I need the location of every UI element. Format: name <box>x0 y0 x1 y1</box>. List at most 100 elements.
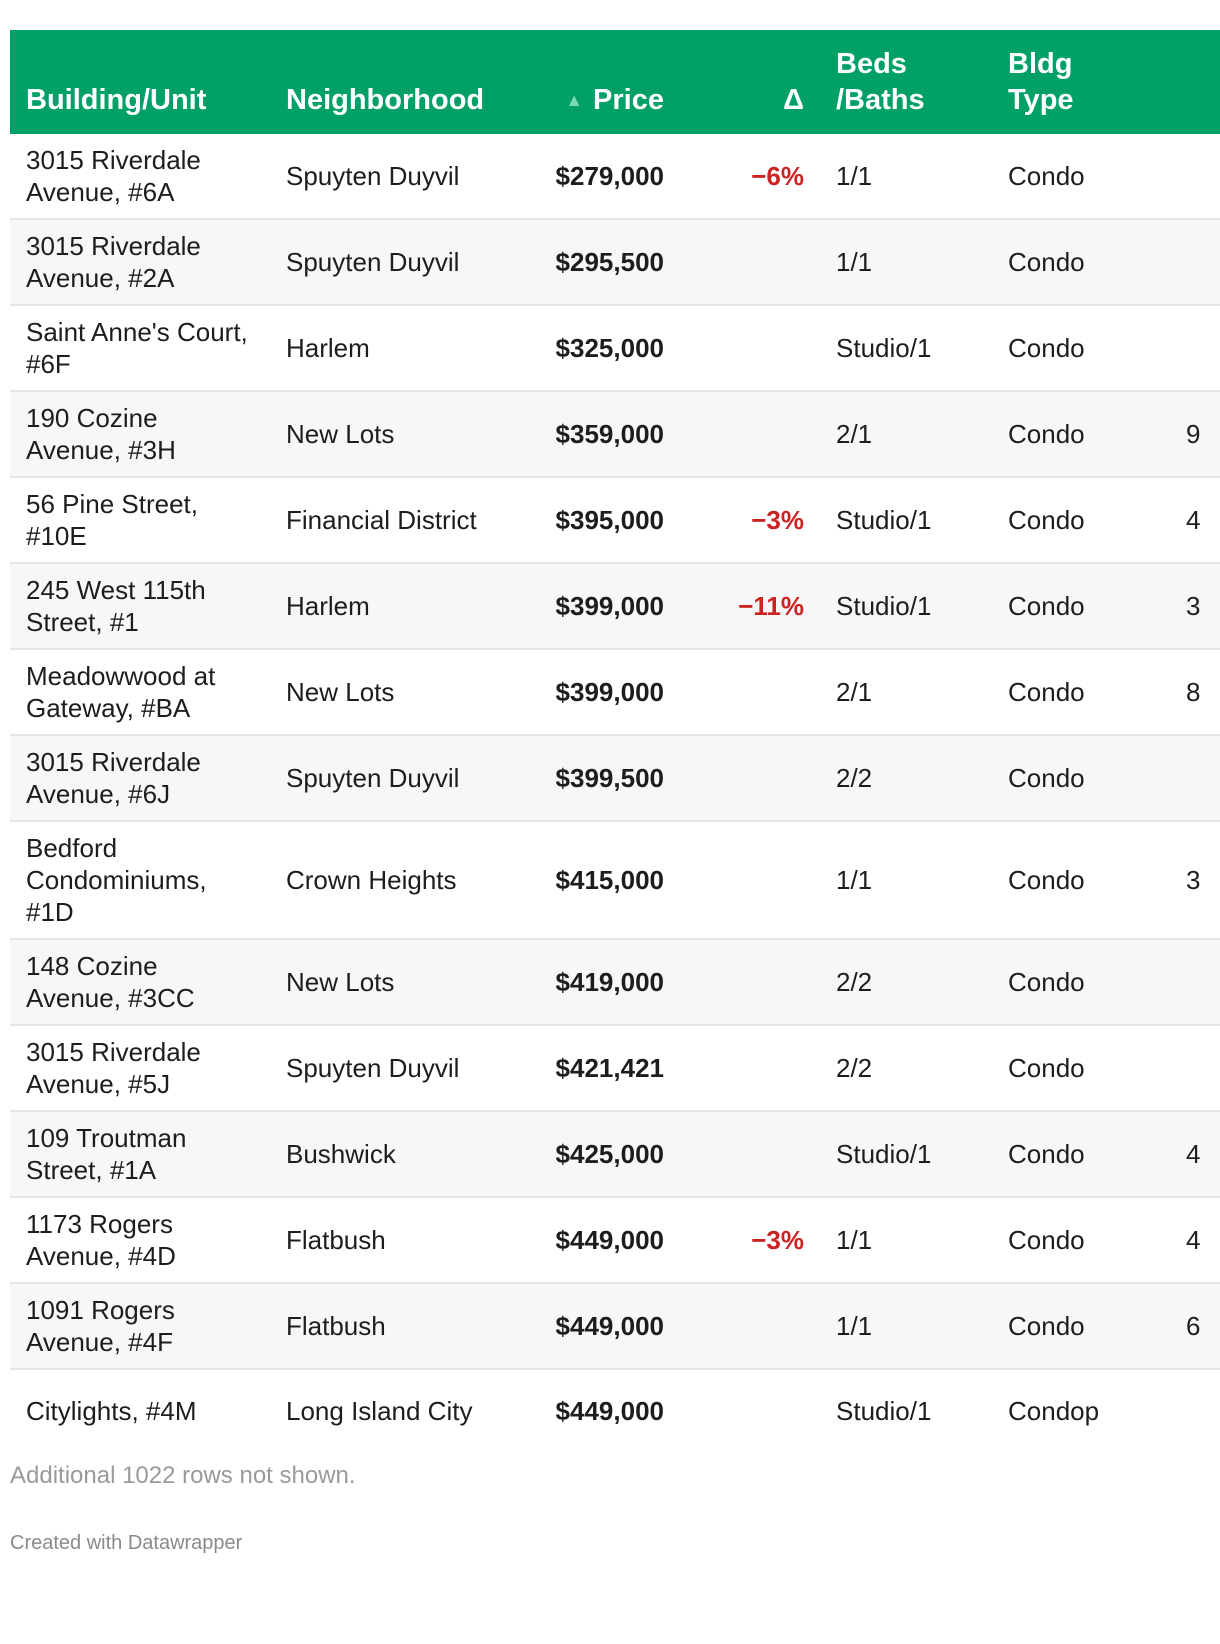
cell-neighborhood: Flatbush <box>286 1311 386 1341</box>
cell-neighborhood: Crown Heights <box>286 865 457 895</box>
table-row: 3015 Riverdale Avenue, #2A Spuyten Duyvil… <box>10 219 1220 305</box>
cell-extra <box>1180 735 1220 821</box>
table-row: 1091 Rogers Avenue, #4F Flatbush $449,000 1… <box>10 1283 1220 1369</box>
cell-building: 3015 Riverdale Avenue, #5J <box>26 1037 201 1099</box>
cell-extra: 3 <box>1186 591 1201 621</box>
table-row: 3015 Riverdale Avenue, #5J Spuyten Duyvil… <box>10 1025 1220 1111</box>
cell-building: 56 Pine Street, #10E <box>26 489 198 551</box>
cell-beds-baths: 1/1 <box>836 161 873 191</box>
cell-building: 1173 Rogers Avenue, #4D <box>26 1209 176 1271</box>
cell-delta <box>680 649 820 735</box>
table-row: 3015 Riverdale Avenue, #6A Spuyten Duyvil… <box>10 134 1220 219</box>
cell-extra: 4 <box>1186 505 1201 535</box>
cell-price: $449,000 <box>555 1225 664 1255</box>
cell-neighborhood: Harlem <box>286 591 370 621</box>
cell-extra: 4 <box>1186 1139 1201 1169</box>
cell-beds-baths: 1/1 <box>836 1311 873 1341</box>
cell-building: 245 West 115th Street, #1 <box>26 575 206 637</box>
cell-bldg-type: Condop <box>1008 1396 1100 1426</box>
cell-neighborhood: New Lots <box>286 967 395 997</box>
cell-beds-baths: Studio/1 <box>836 1139 932 1169</box>
cell-neighborhood: Financial District <box>286 505 477 535</box>
header-building[interactable]: Building/Unit <box>26 84 207 116</box>
cell-building: 148 Cozine Avenue, #3CC <box>26 951 195 1013</box>
header-neighborhood[interactable]: Neighborhood <box>286 84 485 116</box>
cell-building: Bedford Condominiums, #1D <box>26 833 207 927</box>
cell-delta <box>680 219 820 305</box>
table-row: 190 Cozine Avenue, #3H New Lots $359,000 2/… <box>10 391 1220 477</box>
credit-link[interactable]: Created with Datawrapper <box>10 1532 243 1554</box>
cell-bldg-type: Condo <box>1008 677 1085 707</box>
listings-table: Building/Unit Neighborhood ▲ Price Δ Beds… <box>10 30 1220 1452</box>
cell-beds-baths: 2/2 <box>836 1053 873 1083</box>
cell-price: $449,000 <box>555 1311 664 1341</box>
header-beds-baths-label: Beds /Baths <box>836 48 925 116</box>
cell-price: $449,000 <box>555 1396 664 1426</box>
cell-delta: −11% <box>738 591 804 621</box>
cell-delta <box>680 1025 820 1111</box>
cell-neighborhood: Spuyten Duyvil <box>286 1053 460 1083</box>
table-row: Citylights, #4M Long Island City $449,000 S… <box>10 1369 1220 1452</box>
table: Building/Unit Neighborhood ▲ Price Δ Beds… <box>10 30 1220 1452</box>
cell-delta: −3% <box>751 505 804 535</box>
cell-extra <box>1180 134 1220 219</box>
header-price[interactable]: ▲ Price <box>530 30 680 134</box>
cell-delta <box>680 735 820 821</box>
cell-price: $399,000 <box>555 677 664 707</box>
cell-delta: −6% <box>751 161 804 191</box>
header-price-label: Price <box>593 84 664 116</box>
table-notes: Additional 1022 rows not shown. <box>10 1462 356 1489</box>
cell-bldg-type: Condo <box>1008 247 1085 277</box>
cell-extra: 9 <box>1186 419 1201 449</box>
cell-extra: 4 <box>1186 1225 1201 1255</box>
cell-price: $395,000 <box>555 505 664 535</box>
cell-extra: 3 <box>1186 865 1201 895</box>
header-extra <box>1180 30 1220 134</box>
cell-extra <box>1180 305 1220 391</box>
cell-building: 190 Cozine Avenue, #3H <box>26 403 176 465</box>
cell-bldg-type: Condo <box>1008 967 1085 997</box>
cell-neighborhood: Spuyten Duyvil <box>286 161 460 191</box>
cell-price: $279,000 <box>555 161 664 191</box>
header-bldg-type[interactable]: Bldg Type <box>992 30 1180 134</box>
header-bldg-type-label: Bldg Type <box>1008 48 1074 116</box>
cell-neighborhood: Bushwick <box>286 1139 396 1169</box>
sort-ascending-icon: ▲ <box>565 90 584 110</box>
cell-delta <box>680 1369 820 1452</box>
header-beds-baths[interactable]: Beds /Baths <box>820 30 992 134</box>
cell-building: Saint Anne's Court, #6F <box>26 317 248 379</box>
cell-bldg-type: Condo <box>1008 161 1085 191</box>
cell-price: $295,500 <box>555 247 664 277</box>
cell-neighborhood: Flatbush <box>286 1225 386 1255</box>
cell-bldg-type: Condo <box>1008 763 1085 793</box>
header-delta[interactable]: Δ <box>783 84 804 116</box>
cell-building: 3015 Riverdale Avenue, #6J <box>26 747 201 809</box>
cell-bldg-type: Condo <box>1008 1053 1085 1083</box>
cell-neighborhood: Harlem <box>286 333 370 363</box>
cell-beds-baths: 1/1 <box>836 247 873 277</box>
cell-bldg-type: Condo <box>1008 1225 1085 1255</box>
cell-price: $421,421 <box>555 1053 664 1083</box>
table-row: 1173 Rogers Avenue, #4D Flatbush $449,000 −… <box>10 1197 1220 1283</box>
table-row: Saint Anne's Court, #6F Harlem $325,000 Stu… <box>10 305 1220 391</box>
cell-bldg-type: Condo <box>1008 865 1085 895</box>
cell-extra <box>1180 219 1220 305</box>
table-row: Bedford Condominiums, #1D Crown Heights $4… <box>10 821 1220 939</box>
cell-delta <box>680 939 820 1025</box>
table-row: 3015 Riverdale Avenue, #6J Spuyten Duyvil… <box>10 735 1220 821</box>
cell-neighborhood: New Lots <box>286 677 395 707</box>
cell-building: Meadowwood at Gateway, #BA <box>26 661 216 723</box>
cell-beds-baths: 2/1 <box>836 419 873 449</box>
cell-beds-baths: Studio/1 <box>836 505 932 535</box>
cell-building: 3015 Riverdale Avenue, #6A <box>26 145 201 207</box>
cell-price: $359,000 <box>555 419 664 449</box>
cell-beds-baths: Studio/1 <box>836 333 932 363</box>
cell-building: 1091 Rogers Avenue, #4F <box>26 1295 175 1357</box>
table-row: Meadowwood at Gateway, #BA New Lots $399,0… <box>10 649 1220 735</box>
cell-bldg-type: Condo <box>1008 591 1085 621</box>
cell-price: $415,000 <box>555 865 664 895</box>
table-row: 56 Pine Street, #10E Financial District $3… <box>10 477 1220 563</box>
cell-price: $325,000 <box>555 333 664 363</box>
cell-extra <box>1180 1025 1220 1111</box>
cell-bldg-type: Condo <box>1008 505 1085 535</box>
